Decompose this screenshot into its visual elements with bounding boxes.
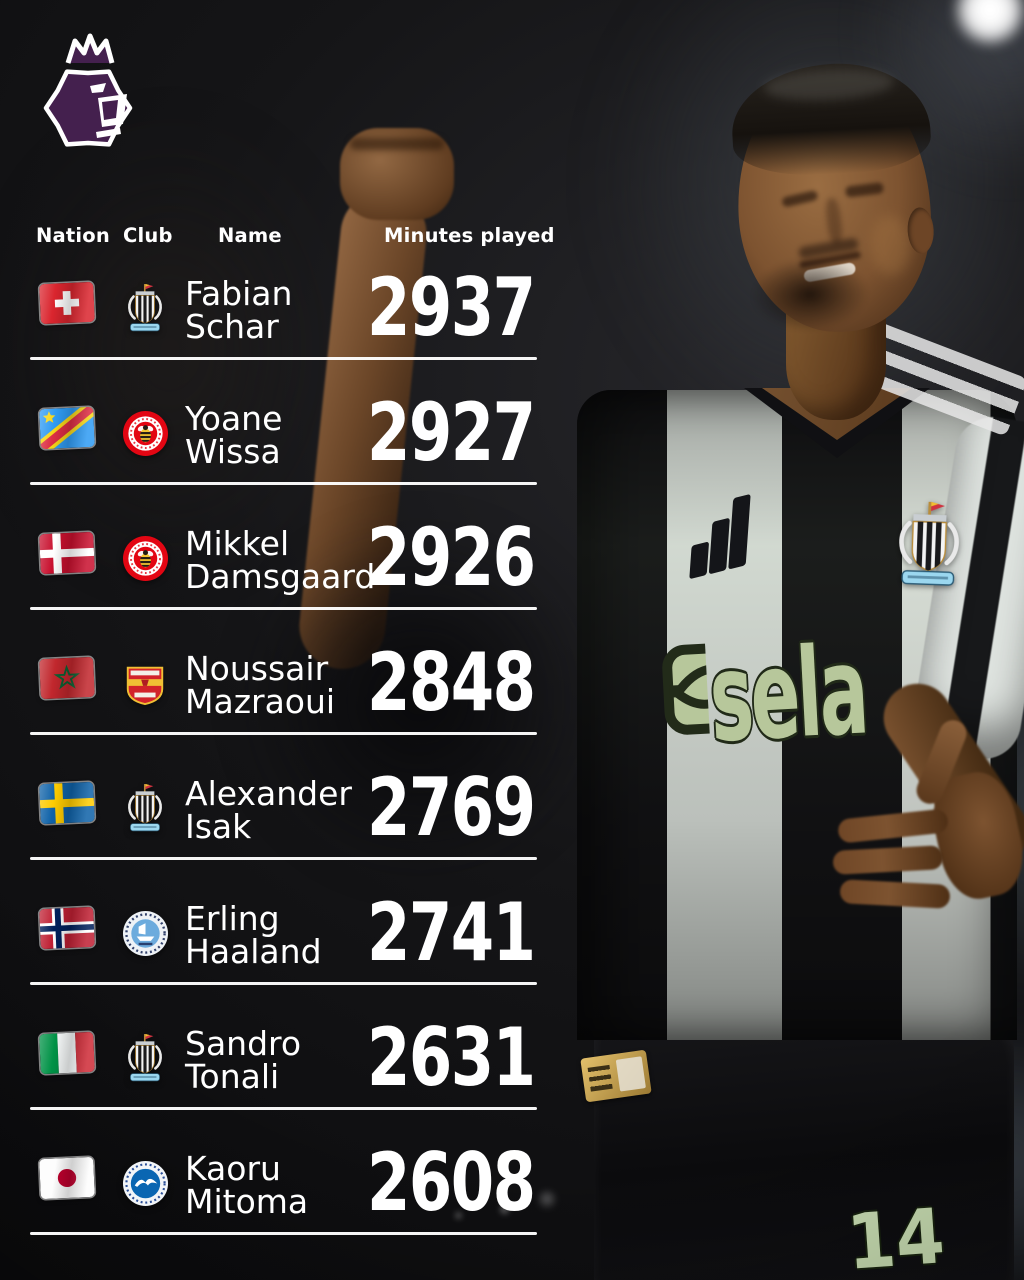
- table-row: Noussair Mazraoui 2848: [0, 630, 560, 755]
- manchester-city-badge-icon: [121, 908, 169, 958]
- player-name: Fabian Schar: [185, 274, 293, 346]
- player-name: Sandro Tonali: [185, 1024, 302, 1096]
- background-glow: [20, 140, 320, 560]
- morocco-flag-icon: [39, 656, 95, 700]
- minutes-value: 2926: [367, 511, 536, 604]
- brentford-badge-icon: [121, 533, 169, 583]
- player-name: Yoane Wissa: [185, 399, 283, 471]
- table-row: Sandro Tonali 2631: [0, 1005, 560, 1130]
- column-header-nation: Nation: [36, 224, 110, 247]
- row-divider: [30, 357, 537, 360]
- player-shorts: 14: [594, 1008, 1014, 1280]
- arm-shadow: [240, 520, 600, 880]
- dr-congo-flag-icon: [39, 406, 95, 450]
- italy-flag-icon: [39, 1031, 95, 1075]
- minutes-value: 2769: [367, 761, 536, 854]
- premier-league-lion-logo: [43, 33, 133, 147]
- row-divider: [30, 482, 537, 485]
- newcastle-united-badge-icon: [121, 1033, 169, 1083]
- table-row: Kaoru Mitoma 2608: [0, 1130, 560, 1255]
- player-name: Erling Haaland: [185, 899, 322, 971]
- minutes-value: 2741: [367, 886, 536, 979]
- denmark-flag-icon: [39, 531, 95, 575]
- player-name: Mikkel Damsgaard: [185, 524, 376, 596]
- bokeh-dot: [455, 1212, 462, 1219]
- newcastle-united-badge-icon: [121, 283, 169, 333]
- norway-flag-icon: [39, 906, 95, 950]
- manchester-united-badge-icon: [121, 658, 169, 708]
- column-header-minutes: Minutes played: [384, 224, 555, 247]
- minutes-value: 2608: [367, 1136, 536, 1229]
- table-row: Mikkel Damsgaard 2926: [0, 505, 560, 630]
- sweden-flag-icon: [39, 781, 95, 825]
- player-name: Kaoru Mitoma: [185, 1149, 309, 1221]
- brighton-badge-icon: [121, 1158, 169, 1208]
- brentford-badge-icon: [121, 408, 169, 458]
- column-header-name: Name: [218, 224, 282, 247]
- player-name: Alexander Isak: [185, 774, 352, 846]
- row-divider: [30, 1232, 537, 1235]
- row-divider: [30, 857, 537, 860]
- sela-sponsor-logo: sela: [656, 610, 974, 786]
- bokeh-dot: [500, 1205, 509, 1214]
- bokeh-dot: [540, 1192, 554, 1206]
- player-fist: [340, 128, 454, 220]
- table-row: Erling Haaland 2741: [0, 880, 560, 1005]
- table-row: Fabian Schar 2937: [0, 255, 560, 380]
- newcastle-united-badge-icon: [121, 783, 169, 833]
- minutes-value: 2631: [367, 1011, 536, 1104]
- japan-flag-icon: [39, 1156, 95, 1200]
- column-header-club: Club: [123, 224, 173, 247]
- switzerland-flag-icon: [39, 281, 95, 325]
- minutes-value: 2848: [367, 636, 536, 729]
- minutes-value: 2937: [367, 261, 536, 354]
- bokeh-dot: [380, 1200, 386, 1206]
- row-divider: [30, 607, 537, 610]
- player-name: Noussair Mazraoui: [185, 649, 336, 721]
- minutes-value: 2927: [367, 386, 536, 479]
- table-row: Yoane Wissa 2927: [0, 380, 560, 505]
- row-divider: [30, 1107, 537, 1110]
- row-divider: [30, 982, 537, 985]
- table-row: Alexander Isak 2769: [0, 755, 560, 880]
- row-divider: [30, 732, 537, 735]
